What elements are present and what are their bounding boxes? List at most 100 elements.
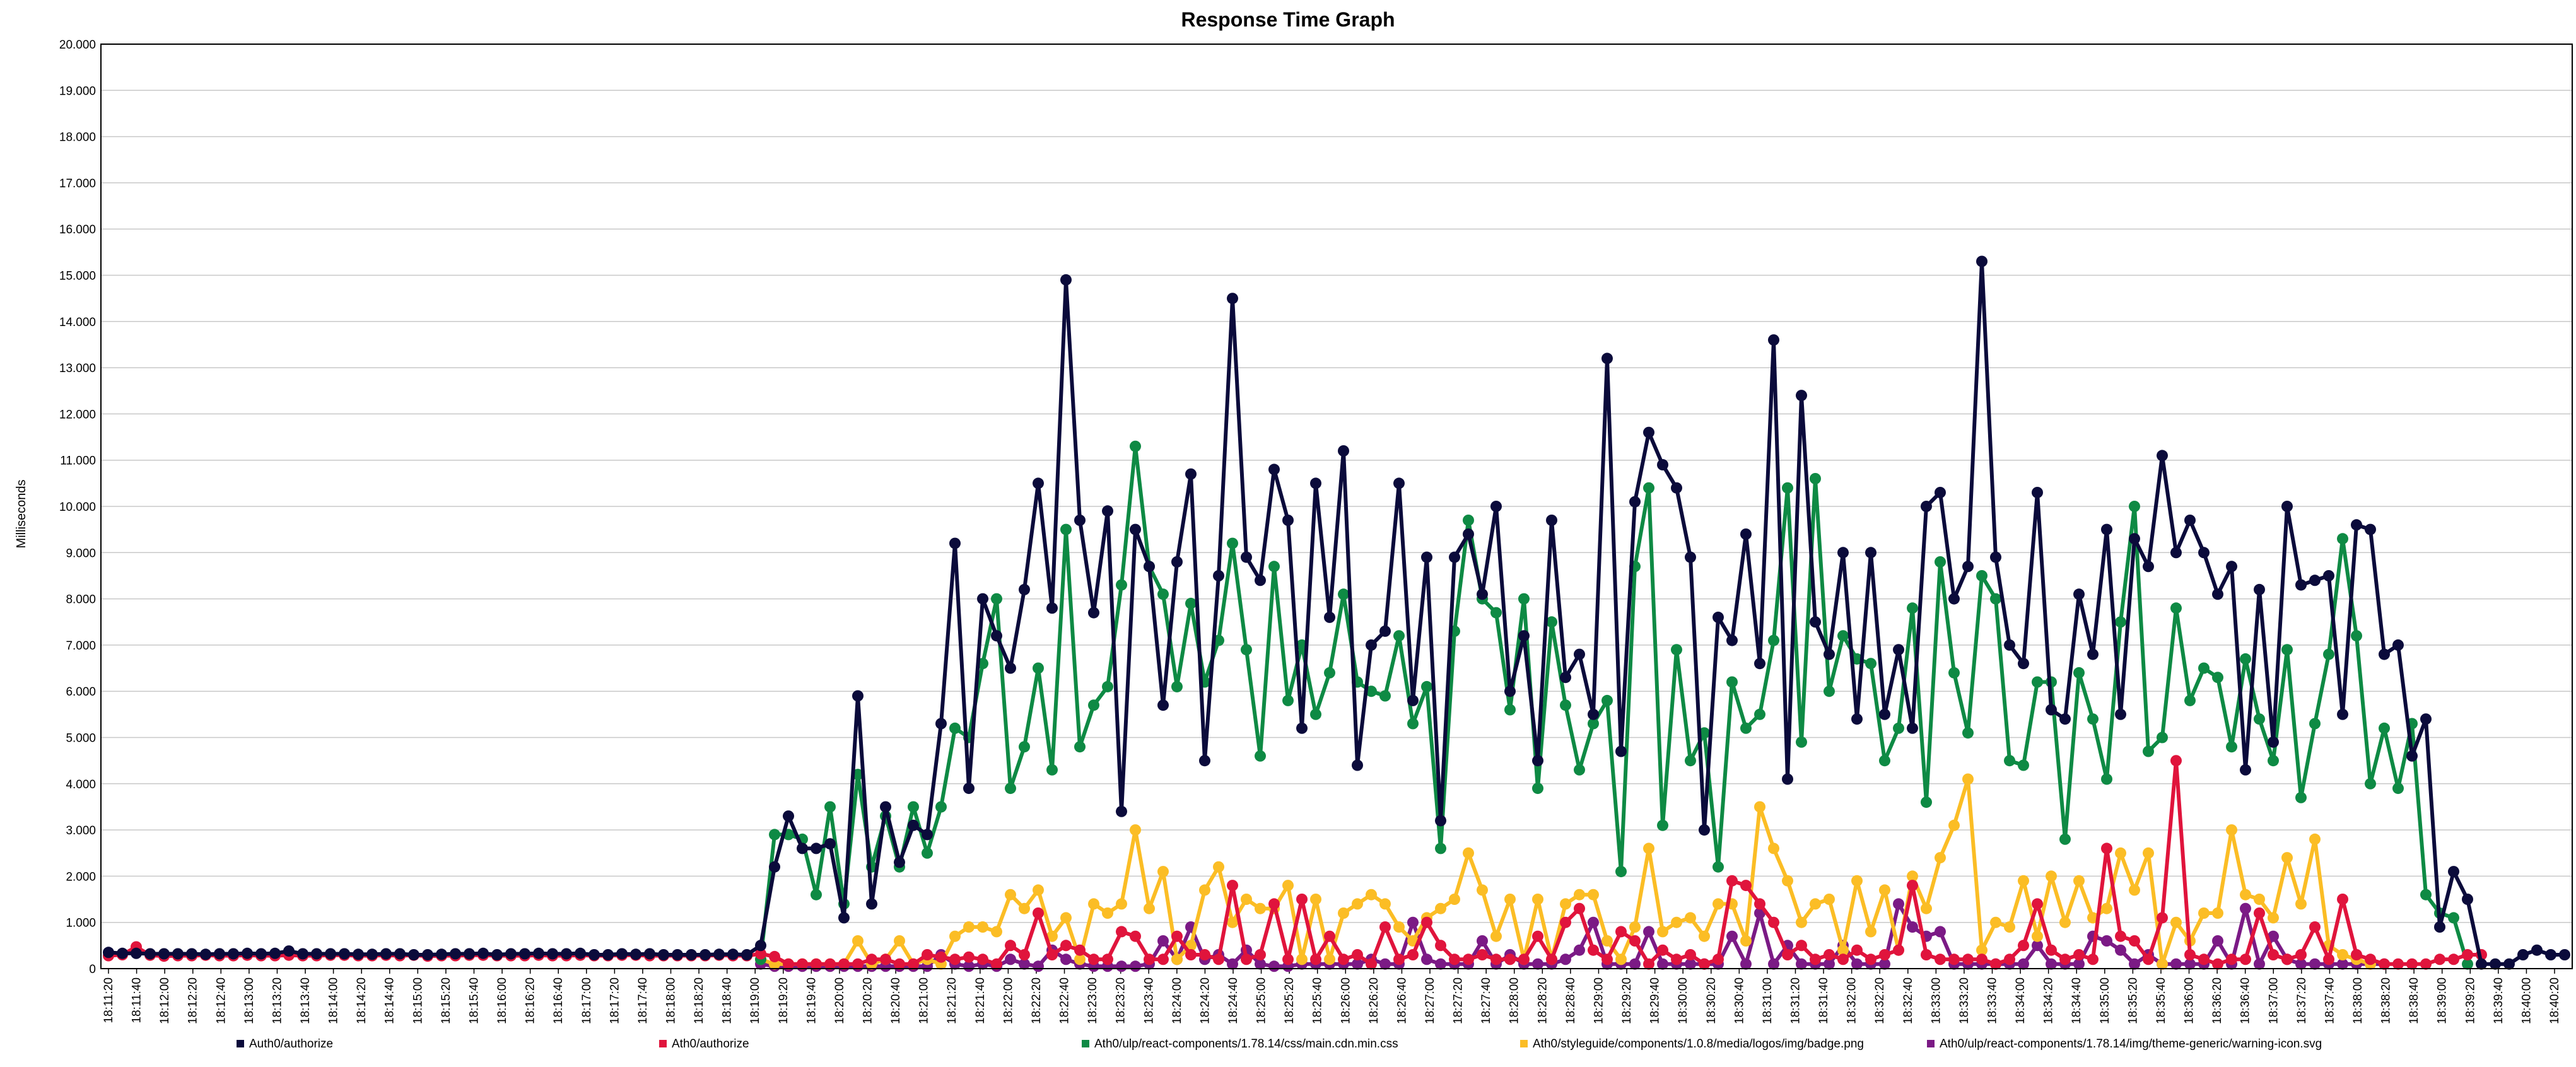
data-point — [1449, 953, 1460, 965]
series-ath0-authorize — [103, 755, 2487, 970]
data-point — [977, 921, 988, 933]
data-point — [1588, 718, 1599, 730]
data-point — [1005, 889, 1016, 901]
data-point — [2295, 791, 2307, 803]
data-point — [1782, 773, 1793, 785]
x-tick-label: 18:39:40 — [2492, 977, 2505, 1024]
data-point — [1768, 843, 1779, 854]
data-point — [1157, 866, 1169, 878]
series-ath0-styleguide-components-1-0-8-media-logos-img-badge-png — [755, 773, 2376, 970]
data-point — [1740, 958, 1752, 970]
x-tick-label: 18:15:20 — [440, 977, 453, 1024]
data-point — [2212, 588, 2223, 600]
data-point — [2517, 949, 2529, 960]
x-tick-label: 18:38:40 — [2408, 977, 2421, 1024]
data-point — [172, 948, 184, 960]
data-point — [783, 810, 794, 822]
data-point — [2087, 713, 2099, 725]
data-point — [2059, 916, 2071, 928]
data-point — [2281, 644, 2293, 656]
data-point — [1907, 722, 1918, 734]
data-point — [1324, 930, 1335, 942]
data-point — [2268, 912, 2279, 924]
data-point — [1962, 561, 1974, 573]
data-point — [2087, 953, 2099, 965]
data-point — [1560, 953, 1571, 965]
data-point — [547, 948, 558, 960]
y-tick-label: 15.000 — [59, 270, 96, 283]
data-point — [2462, 894, 2473, 905]
x-tick-label: 18:35:00 — [2099, 977, 2112, 1024]
data-point — [2420, 713, 2432, 725]
data-point — [1504, 894, 1516, 905]
data-point — [1393, 921, 1405, 933]
data-point — [1851, 875, 1863, 887]
data-point — [686, 949, 697, 960]
data-point — [1796, 736, 1807, 748]
data-point — [131, 947, 142, 959]
y-tick-label: 16.000 — [59, 223, 96, 236]
data-point — [1810, 898, 1821, 910]
data-point — [1907, 880, 1918, 892]
data-point — [1074, 953, 1086, 965]
data-point — [2323, 570, 2334, 581]
data-point — [1241, 551, 1252, 563]
data-point — [1241, 953, 1252, 965]
data-point — [1490, 607, 1502, 619]
data-point — [755, 948, 766, 960]
data-point — [214, 948, 225, 960]
data-point — [1643, 482, 1654, 494]
data-point — [1019, 741, 1030, 753]
x-tick-label: 18:40:00 — [2520, 977, 2533, 1024]
data-point — [1948, 953, 1960, 965]
data-point — [1116, 960, 1127, 972]
x-tick-label: 18:29:20 — [1620, 977, 1634, 1024]
data-point — [2254, 583, 2265, 595]
data-point — [1810, 473, 1821, 484]
data-point — [1116, 805, 1127, 817]
data-point — [880, 953, 891, 965]
data-point — [1726, 634, 1738, 646]
data-point — [2323, 953, 2334, 965]
data-point — [1865, 658, 1876, 670]
data-point — [2323, 648, 2334, 660]
data-point — [2170, 602, 2182, 614]
data-point — [1865, 953, 1876, 965]
data-point — [1546, 515, 1557, 526]
data-point — [1546, 953, 1557, 965]
data-point — [2059, 953, 2071, 965]
data-point — [1699, 930, 1710, 942]
series-line — [108, 259, 2565, 966]
data-point — [1948, 667, 1960, 679]
x-tick-label: 18:20:20 — [862, 977, 875, 1024]
data-point — [1171, 953, 1183, 965]
data-point — [838, 912, 850, 924]
data-point — [2337, 958, 2348, 970]
data-point — [1060, 940, 1072, 952]
data-point — [1088, 699, 1099, 711]
data-point — [935, 951, 947, 963]
x-tick-label: 18:22:20 — [1030, 977, 1043, 1024]
data-point — [2115, 616, 2126, 628]
data-point — [1033, 907, 1044, 919]
data-point — [1033, 884, 1044, 896]
data-point — [908, 819, 919, 831]
data-point — [991, 926, 1002, 938]
data-point — [977, 593, 988, 605]
data-point — [1837, 630, 1849, 642]
data-point — [1532, 783, 1543, 795]
data-point — [1227, 958, 1238, 970]
data-point — [1407, 949, 1419, 960]
data-point — [1574, 764, 1585, 776]
data-point — [353, 948, 364, 960]
legend: Auth0/authorize Ath0/authorize Ath0/ulp/re… — [237, 1037, 2322, 1051]
y-tick-label: 20.000 — [59, 38, 96, 52]
data-point — [1629, 496, 1641, 508]
data-point — [1504, 953, 1516, 965]
data-point — [1615, 953, 1627, 965]
x-tick-label: 18:24:20 — [1198, 977, 1212, 1024]
legend-label: Ath0/styleguide/components/1.0.8/media/l… — [1533, 1037, 1864, 1051]
data-point — [1144, 902, 1155, 914]
x-tick-label: 18:22:00 — [1002, 977, 1015, 1024]
data-point — [1366, 958, 1377, 970]
